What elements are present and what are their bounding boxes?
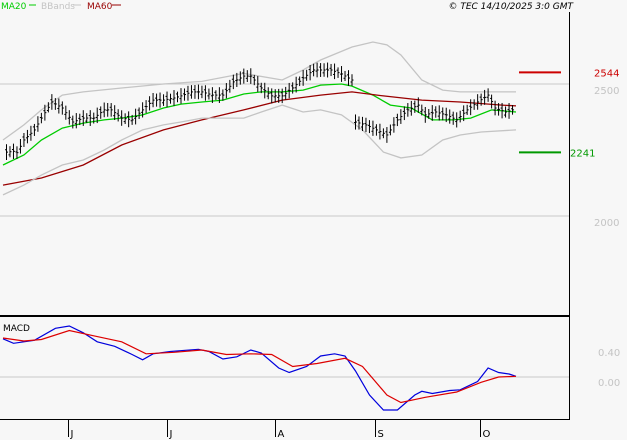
legend: MA20 BBands MA60 (1, 2, 121, 12)
copyright-text: © TEC 14/10/2025 3:0 GMT (448, 2, 574, 12)
y-tick-2500: 2500 (594, 86, 619, 97)
legend-bbands-label: BBands (41, 2, 75, 12)
x-tick-label: A (278, 429, 285, 440)
legend-ma20-label: MA20 (1, 2, 27, 12)
legend-ma60-label: MA60 (87, 2, 113, 12)
bb-lower-line (2, 104, 517, 196)
macd-signal-line (2, 329, 517, 404)
x-tick-label: O (483, 429, 491, 440)
macd-plot (2, 325, 517, 411)
support-level-label: 2241 (570, 148, 595, 159)
x-tick-label: J (169, 429, 173, 440)
price-bars (4, 62, 515, 161)
macd-macd-line (2, 325, 517, 411)
y-tick-2000: 2000 (594, 218, 619, 229)
macd-tick-040: 0.40 (598, 348, 620, 359)
x-tick-label: J (70, 429, 74, 440)
resistance-level-label: 2544 (594, 68, 619, 79)
x-tick-label: S (378, 429, 384, 440)
macd-tick-000: 0.00 (598, 378, 620, 389)
macd-title: MACD (3, 324, 30, 334)
bb-upper-line (2, 41, 516, 141)
